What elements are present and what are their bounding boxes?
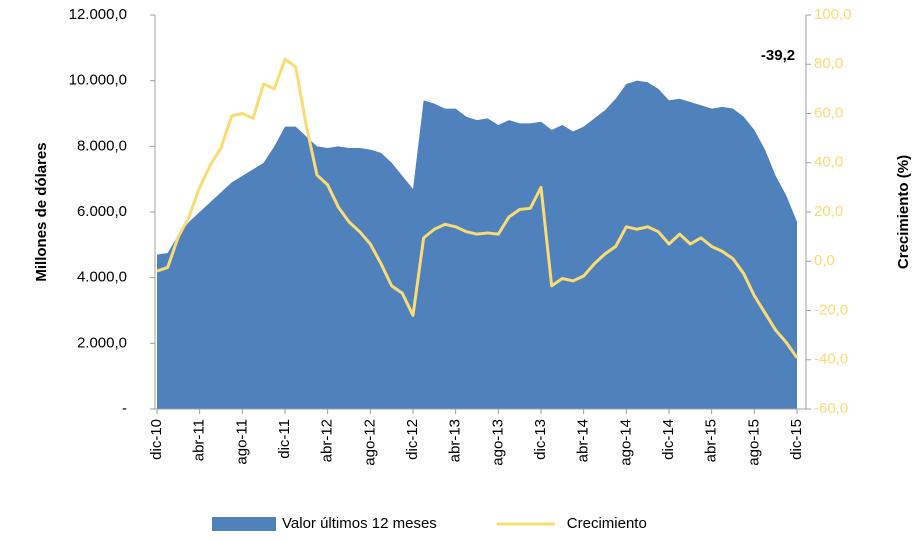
y-tick-label: 4.000,0 bbox=[77, 269, 127, 286]
y2-tick-label: -40,0 bbox=[814, 351, 848, 368]
x-tick-label: dic-15 bbox=[788, 419, 805, 460]
legend-swatch bbox=[212, 517, 276, 531]
y2-tick-label: 80,0 bbox=[814, 55, 843, 72]
y-tick-label: - bbox=[122, 400, 127, 417]
legend-label: Crecimiento bbox=[567, 515, 647, 532]
y2-tick-label: 20,0 bbox=[814, 203, 843, 220]
x-tick-label: ago-14 bbox=[617, 419, 634, 466]
value-area bbox=[157, 80, 797, 410]
x-tick-label: ago-13 bbox=[489, 419, 506, 466]
x-tick-label: abr-15 bbox=[703, 419, 720, 462]
y2-tick-label: 100,0 bbox=[814, 6, 852, 23]
y2-tick-label: 60,0 bbox=[814, 104, 843, 121]
x-tick-label: ago-15 bbox=[745, 419, 762, 466]
y-axis-title: Millones de dólares bbox=[33, 142, 50, 281]
x-tick-label: abr-14 bbox=[575, 419, 592, 462]
annotation: -39,2 bbox=[761, 47, 795, 64]
legend-label: Valor últimos 12 meses bbox=[282, 515, 437, 532]
y-tick-label: 8.000,0 bbox=[77, 137, 127, 154]
x-tick-label: dic-12 bbox=[404, 419, 421, 460]
y2-tick-label: -60,0 bbox=[814, 400, 848, 417]
x-tick-label: abr-11 bbox=[191, 419, 208, 461]
x-tick-label: dic-11 bbox=[276, 419, 293, 459]
y2-tick-label: 40,0 bbox=[814, 154, 843, 171]
x-tick-label: dic-13 bbox=[532, 419, 549, 460]
x-tick-label: ago-12 bbox=[361, 419, 378, 466]
y2-axis-title: Crecimiento (%) bbox=[895, 155, 912, 269]
y-tick-label: 12.000,0 bbox=[69, 6, 127, 23]
y2-tick-label: -20,0 bbox=[814, 301, 848, 318]
y-tick-label: 2.000,0 bbox=[77, 334, 127, 351]
x-tick-label: dic-14 bbox=[660, 419, 677, 460]
x-tick-label: abr-12 bbox=[319, 419, 336, 462]
growth-line bbox=[156, 57, 799, 359]
x-tick-label: ago-11 bbox=[233, 419, 250, 465]
y2-tick-label: 0,0 bbox=[814, 252, 835, 269]
x-tick-label: abr-13 bbox=[447, 419, 464, 462]
y-tick-label: 6.000,0 bbox=[77, 203, 127, 220]
x-tick-label: dic-10 bbox=[148, 419, 165, 460]
y-tick-label: 10.000,0 bbox=[69, 72, 127, 89]
